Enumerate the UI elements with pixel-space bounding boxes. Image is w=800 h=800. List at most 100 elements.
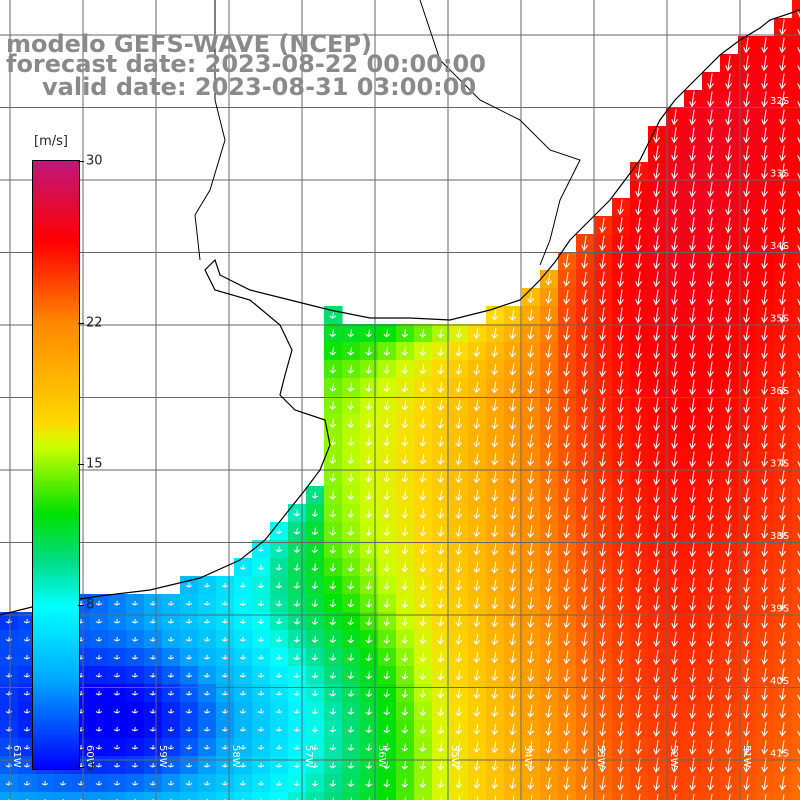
wind-arrow xyxy=(131,636,139,642)
wind-arrow xyxy=(779,704,787,719)
wind-arrow xyxy=(509,488,517,502)
wind-arrow xyxy=(365,346,373,356)
wind-arrow xyxy=(581,289,589,306)
wind-arrow xyxy=(563,272,571,287)
wind-arrow xyxy=(545,470,553,485)
wind-arrow xyxy=(671,415,679,432)
wind-arrow xyxy=(419,526,427,537)
wind-arrow xyxy=(383,562,391,573)
wind-arrow xyxy=(599,325,607,342)
wind-arrow xyxy=(743,181,751,198)
wind-arrow xyxy=(275,581,283,589)
wind-arrow xyxy=(617,487,625,504)
wind-arrow xyxy=(689,613,697,630)
wind-arrow xyxy=(23,744,31,750)
wind-arrow xyxy=(491,777,499,789)
wind-arrow xyxy=(725,343,733,360)
wind-arrow xyxy=(455,615,463,627)
wind-arrow xyxy=(95,726,103,732)
wind-arrow xyxy=(437,598,445,609)
wind-arrow xyxy=(689,397,697,414)
wind-arrow xyxy=(365,562,373,572)
wind-arrow xyxy=(545,704,553,718)
wind-arrow xyxy=(365,598,373,608)
wind-arrow xyxy=(761,109,769,126)
wind-arrow xyxy=(707,415,715,432)
wind-arrow xyxy=(275,654,283,660)
wind-arrow xyxy=(761,307,769,324)
wind-arrow xyxy=(437,742,445,753)
wind-arrow xyxy=(599,595,607,611)
wind-arrow xyxy=(563,524,571,539)
wind-arrow xyxy=(761,505,769,522)
wind-arrow xyxy=(365,635,373,644)
wind-arrow xyxy=(329,526,337,536)
wind-arrow xyxy=(779,307,787,324)
wind-arrow xyxy=(329,508,337,518)
wind-arrow xyxy=(725,433,733,450)
wind-arrow xyxy=(404,796,407,800)
wind-arrow xyxy=(257,690,265,696)
wind-arrow xyxy=(350,797,352,800)
wind-arrow xyxy=(293,545,301,553)
wind-arrow xyxy=(725,451,733,468)
wind-cell xyxy=(792,468,800,487)
wind-arrow xyxy=(491,597,499,610)
wind-arrow xyxy=(617,505,625,522)
wind-arrow xyxy=(257,636,265,642)
wind-arrow xyxy=(419,364,427,375)
wind-cell xyxy=(792,54,800,73)
wind-arrow xyxy=(419,490,427,501)
wind-arrow xyxy=(296,798,298,800)
wind-arrow xyxy=(779,91,787,108)
wind-arrow xyxy=(761,704,769,719)
wind-arrow xyxy=(635,253,643,270)
wind-arrow xyxy=(5,618,13,624)
wind-arrow xyxy=(725,487,733,504)
wind-cell xyxy=(144,792,163,800)
wind-arrow xyxy=(617,235,625,252)
wind-arrow xyxy=(689,253,697,270)
wind-arrow xyxy=(530,795,533,800)
wind-arrow xyxy=(167,762,175,768)
wind-arrow xyxy=(743,37,751,54)
wind-arrow xyxy=(509,579,517,592)
wind-arrow xyxy=(779,271,787,288)
wind-arrow xyxy=(563,668,571,683)
wind-arrow xyxy=(509,434,517,448)
wind-arrow xyxy=(329,762,337,769)
wind-arrow xyxy=(779,55,787,72)
wind-arrow xyxy=(725,235,733,252)
wind-arrow xyxy=(95,780,103,786)
wind-arrow xyxy=(473,435,481,448)
colorbar-tick-mark xyxy=(78,767,84,768)
wind-arrow xyxy=(383,329,391,338)
wind-arrow xyxy=(599,577,607,593)
wind-arrow xyxy=(599,650,607,665)
wind-arrow xyxy=(419,706,427,716)
wind-arrow xyxy=(653,595,661,612)
wind-arrow xyxy=(95,744,103,750)
wind-arrow xyxy=(527,344,535,358)
wind-arrow xyxy=(419,328,427,338)
wind-arrow xyxy=(509,470,517,484)
wind-arrow xyxy=(671,235,679,252)
wind-arrow xyxy=(779,109,787,126)
wind-arrow xyxy=(419,508,427,519)
wind-arrow xyxy=(437,364,445,375)
wind-arrow xyxy=(419,562,427,573)
wind-arrow xyxy=(707,91,715,108)
wind-arrow xyxy=(779,217,787,234)
wind-arrow xyxy=(725,361,733,378)
wind-cell xyxy=(792,324,800,343)
wind-arrow xyxy=(617,199,625,216)
wind-arrow xyxy=(761,127,769,144)
wind-arrow xyxy=(635,469,643,486)
wind-arrow xyxy=(365,544,373,554)
wind-arrow xyxy=(383,436,391,447)
wind-arrow xyxy=(512,795,515,800)
wind-arrow xyxy=(437,382,445,393)
wind-arrow xyxy=(782,794,785,800)
wind-arrow xyxy=(275,780,283,786)
